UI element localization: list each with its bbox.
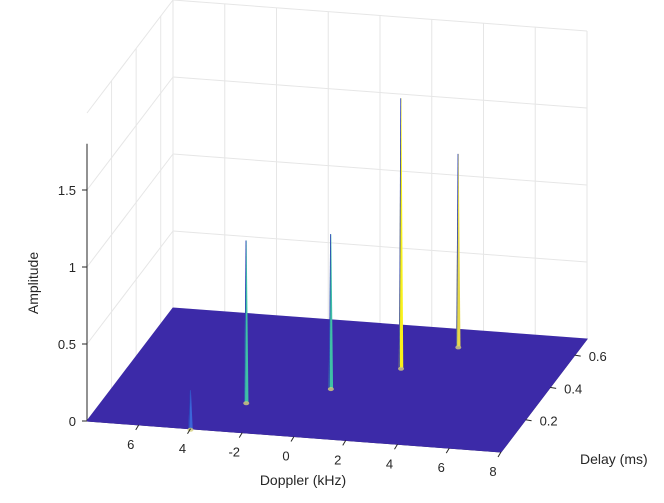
peak-base	[187, 427, 194, 432]
back-wall-gridline	[172, 76, 588, 109]
side-wall-gridline	[86, 153, 174, 268]
x-tick-mark	[342, 440, 347, 446]
back-wall-gridline	[172, 230, 588, 263]
surface-floor	[86, 307, 588, 453]
x-tick-label: 6	[438, 460, 445, 475]
y-tick-label: 0.6	[589, 349, 607, 364]
x-tick-mark	[497, 451, 502, 458]
y-tick-label: 0.4	[564, 381, 582, 396]
y-tick-mark	[550, 386, 557, 389]
back-wall-gridline	[172, 0, 588, 32]
peak-layer	[187, 98, 462, 432]
x-tick-label: 4	[386, 456, 393, 471]
x-tick-label: 8	[489, 464, 496, 479]
side-wall-gridline	[86, 230, 174, 345]
x-tick-label: 6	[127, 437, 134, 452]
z-tick-label: 0	[69, 414, 76, 429]
x-tick-mark	[290, 436, 295, 442]
z-tick-label: 1.5	[58, 183, 76, 198]
y-tick-mark	[525, 419, 532, 422]
x-tick-mark	[238, 432, 243, 438]
back-wall-gridline	[172, 153, 588, 186]
side-wall-gridline	[86, 76, 174, 191]
z-tick-label: 0.5	[58, 337, 76, 352]
y-tick-label: 0.2	[540, 414, 558, 429]
x-tick-label: 0	[282, 449, 289, 464]
peak-base	[243, 401, 250, 406]
x-tick-label: 4	[179, 441, 186, 456]
tick-layer: 0 0.5 1 1.5 6 4 -2 0 2 4 6 8 0.2 0.4 0.6	[58, 183, 607, 479]
y-tick-mark	[574, 354, 581, 357]
peak-spike-edge	[188, 390, 191, 429]
x-axis-label: Doppler (kHz)	[260, 472, 346, 488]
y-axis-label: Delay (ms)	[580, 451, 648, 467]
x-tick-label: 2	[334, 452, 341, 467]
z-tick-label: 1	[69, 260, 76, 275]
peak-spike-edge	[244, 240, 247, 403]
x-tick-mark	[445, 447, 450, 454]
peak-spike-edge	[399, 98, 402, 368]
x-tick-mark	[187, 428, 191, 435]
surface-layer	[86, 307, 588, 453]
peak-spike-edge	[456, 153, 459, 347]
peak-base	[398, 366, 405, 371]
x-tick-mark	[135, 424, 140, 431]
z-axis-label: Amplitude	[25, 252, 41, 314]
peak-base	[327, 387, 334, 392]
peak-base	[455, 345, 462, 350]
x-tick-label: -2	[228, 445, 240, 460]
side-wall-gridline	[86, 0, 174, 114]
x-tick-mark	[394, 443, 398, 450]
peak-spike-edge	[328, 234, 331, 389]
